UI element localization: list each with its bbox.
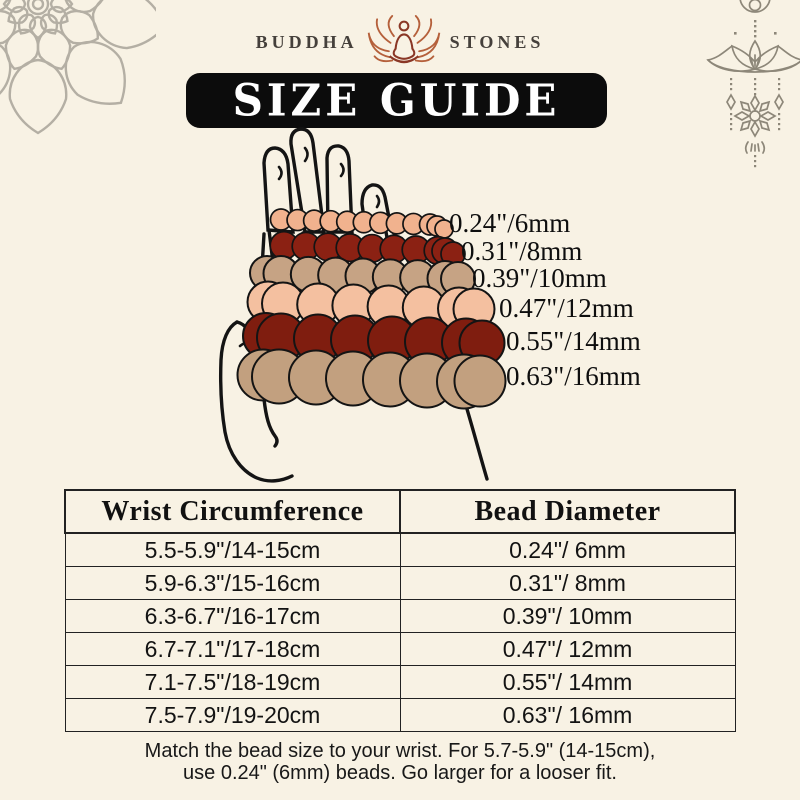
wrist-value: 5.9-6.3"/15-16cm [64, 566, 401, 600]
bead-size-label: 0.47"/12mm [499, 293, 634, 323]
table-row: 6.3-6.7"/16-17cm 0.39"/ 10mm [64, 599, 736, 633]
table-row: 7.5-7.9"/19-20cm 0.63"/ 16mm [64, 698, 736, 732]
lotus-meditation-icon [367, 15, 440, 64]
table-row: 5.9-6.3"/15-16cm 0.31"/ 8mm [64, 566, 736, 600]
wrist-value: 7.5-7.9"/19-20cm [64, 698, 401, 732]
hanging-lotus-ornament-icon [706, 0, 800, 168]
wrist-value: 7.1-7.5"/18-19cm [64, 665, 401, 699]
table-row: 5.5-5.9"/14-15cm 0.24"/ 6mm [64, 532, 736, 567]
bead-value: 0.24"/ 6mm [399, 532, 736, 567]
bead-size-label: 0.31"/8mm [461, 236, 583, 266]
brand-name-right: STONES [449, 31, 545, 52]
size-guide-title: SIZE GUIDE [232, 75, 561, 126]
mandala-flower-icon [0, 0, 156, 135]
bead-value: 0.55"/ 14mm [399, 665, 736, 699]
fit-note: Match the bead size to your wrist. For 5… [0, 740, 800, 784]
bead-value: 0.47"/ 12mm [399, 632, 736, 666]
wrist-value: 6.7-7.1"/17-18cm [64, 632, 401, 666]
bead-size-label: 0.55"/14mm [506, 326, 641, 356]
bead-value: 0.31"/ 8mm [399, 566, 736, 600]
table-row: 6.7-7.1"/17-18cm 0.47"/ 12mm [64, 632, 736, 666]
wrist-value: 5.5-5.9"/14-15cm [64, 532, 401, 567]
size-guide-banner: SIZE GUIDE [186, 73, 607, 128]
brand-header: BUDDHA [0, 14, 800, 70]
bead-size-label: 0.63"/16mm [506, 361, 641, 391]
hand-bracelets-illustration [218, 127, 507, 483]
col-header-wrist-circumference: Wrist Circumference [64, 489, 401, 534]
fit-note-line1: Match the bead size to your wrist. For 5… [144, 740, 656, 762]
table-row: 7.1-7.5"/18-19cm 0.55"/ 14mm [64, 665, 736, 699]
wrist-value: 6.3-6.7"/16-17cm [64, 599, 401, 633]
bead-value: 0.63"/ 16mm [399, 698, 736, 732]
col-header-bead-diameter: Bead Diameter [399, 489, 736, 534]
brand-name-left: BUDDHA [255, 31, 358, 52]
fit-note-line2: use 0.24" (6mm) beads. Go larger for a l… [183, 762, 617, 784]
size-table: Wrist Circumference Bead Diameter 5.5-5.… [64, 489, 736, 732]
bead-value: 0.39"/ 10mm [399, 599, 736, 633]
bead-size-label: 0.39"/10mm [472, 263, 607, 293]
bracelet-beads [236, 208, 507, 410]
table-header-row: Wrist Circumference Bead Diameter [64, 489, 736, 534]
bead-size-label: 0.24"/6mm [449, 208, 571, 238]
